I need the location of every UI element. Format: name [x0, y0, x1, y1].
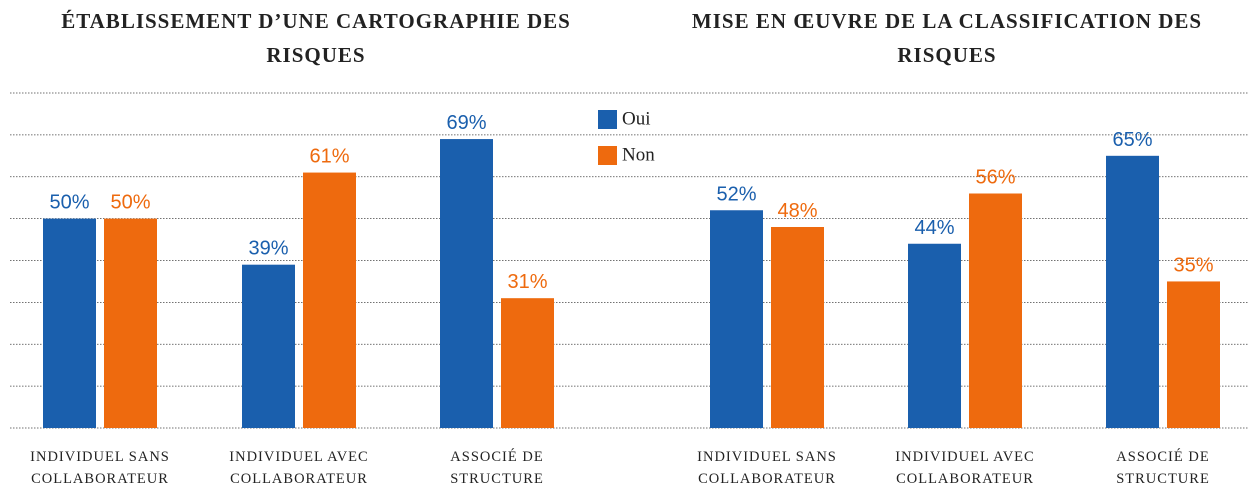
bar — [242, 264, 295, 428]
value-label: 39% — [248, 238, 288, 260]
x-tick-label: INDIVIDUEL SANS COLLABORATEUR — [30, 449, 170, 487]
value-label: 35% — [1173, 254, 1213, 276]
x-tick-label: INDIVIDUEL SANS COLLABORATEUR — [697, 449, 837, 487]
value-label: 31% — [507, 271, 547, 293]
value-label: 56% — [975, 167, 1015, 189]
legend-swatch — [598, 110, 617, 129]
value-label: 50% — [49, 192, 89, 214]
chart-title: ÉTABLISSEMENT D’UNE CARTOGRAPHIE DES RIS… — [61, 9, 571, 67]
x-tick-label: ASSOCIÉ DE STRUCTURE — [450, 449, 544, 487]
x-tick-label: INDIVIDUEL AVEC COLLABORATEUR — [895, 449, 1035, 487]
value-label: 61% — [309, 146, 349, 168]
value-label: 65% — [1112, 129, 1152, 151]
bar — [908, 243, 961, 428]
x-tick-label: INDIVIDUEL AVEC COLLABORATEUR — [229, 449, 369, 487]
bar — [303, 172, 356, 428]
chart-title: MISE EN ŒUVRE DE LA CLASSIFICATION DES R… — [691, 9, 1203, 67]
value-label: 48% — [777, 200, 817, 222]
legend-label: Non — [622, 144, 655, 165]
x-tick-label: ASSOCIÉ DE STRUCTURE — [1116, 449, 1210, 487]
legend-label: Oui — [622, 108, 651, 129]
bar — [710, 210, 763, 428]
value-label: 50% — [110, 192, 150, 214]
bar — [1106, 155, 1159, 428]
bar — [771, 227, 824, 428]
bar — [43, 218, 96, 428]
bar — [1167, 281, 1220, 428]
bar — [104, 218, 157, 428]
value-label: 52% — [716, 183, 756, 205]
bar — [440, 139, 493, 428]
bar — [501, 298, 554, 428]
legend-swatch — [598, 146, 617, 165]
value-label: 69% — [446, 112, 486, 134]
bar — [969, 193, 1022, 428]
value-label: 44% — [914, 217, 954, 239]
